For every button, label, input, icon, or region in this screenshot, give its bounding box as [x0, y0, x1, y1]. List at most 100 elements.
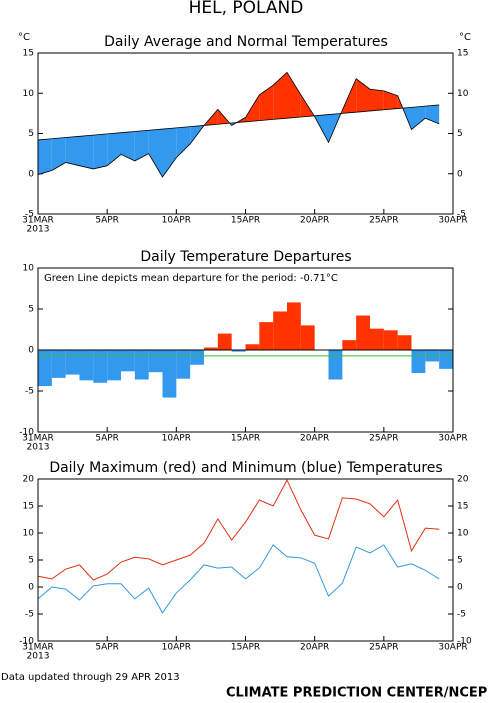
x-tick-label: 20APR — [300, 643, 329, 653]
departure-fill — [356, 78, 370, 113]
bar — [190, 350, 204, 365]
bar — [176, 350, 191, 379]
departure-fill — [425, 104, 440, 124]
y-tick-label: 5 — [28, 556, 34, 566]
bar — [342, 340, 357, 350]
chart-title: Daily Maximum (red) and Minimum (blue) T… — [49, 460, 442, 476]
plot-frame — [37, 478, 454, 642]
departure-fill — [259, 85, 274, 121]
bar — [411, 350, 426, 373]
x-tick-label: 25APR — [369, 216, 398, 226]
y-tick-label-right: 20 — [457, 475, 469, 485]
departure-fill — [287, 72, 301, 119]
x-year-label: 2013 — [27, 652, 50, 662]
bar — [162, 350, 177, 398]
x-tick-label: 15APR — [231, 216, 260, 226]
bar — [65, 350, 80, 375]
x-tick-label: 30APR — [438, 434, 467, 444]
bar — [300, 325, 315, 350]
x-tick-label: 20APR — [300, 434, 329, 444]
y-tick-label: 20 — [23, 475, 35, 485]
x-year-label: 2013 — [27, 225, 50, 235]
y-tick-label-right: 0 — [457, 169, 463, 179]
bar — [107, 350, 121, 381]
bar — [217, 333, 232, 350]
bar — [356, 315, 370, 350]
x-tick-label: 15APR — [231, 643, 260, 653]
chart-title: Daily Average and Normal Temperatures — [104, 34, 388, 50]
x-tick-label: 15APR — [231, 434, 260, 444]
bar — [121, 350, 135, 372]
y-tick-label: -5 — [25, 210, 34, 220]
bar — [134, 350, 149, 380]
x-tick-label: 10APR — [162, 643, 191, 653]
y-tick-label-right: 15 — [457, 502, 468, 512]
departure-fill — [162, 127, 177, 177]
bar — [204, 347, 218, 350]
x-tick-label: 31MAR — [22, 216, 54, 226]
y-tick-label: 10 — [23, 529, 35, 539]
departure-fill — [93, 133, 108, 169]
bar — [231, 350, 246, 352]
page-title: HEL, POLAND — [189, 0, 304, 18]
y-tick-label-right: -10 — [457, 637, 472, 647]
y-tick-label: -10 — [19, 637, 34, 647]
y-tick-label-right: 10 — [457, 529, 469, 539]
bar — [439, 350, 453, 369]
y-tick-label: 10 — [23, 89, 35, 99]
x-tick-label: 25APR — [369, 643, 398, 653]
departure-fill — [176, 126, 191, 158]
bar — [370, 328, 384, 350]
y-tick-label-right: 5 — [457, 556, 463, 566]
y-tick-label: 0 — [28, 169, 34, 179]
x-tick-label: 20APR — [300, 216, 329, 226]
departure-fill — [134, 130, 149, 161]
x-tick-label: 31MAR — [22, 434, 54, 444]
departure-fill — [79, 135, 94, 169]
y-tick-label: -5 — [25, 387, 34, 397]
normal-line — [37, 104, 440, 141]
y-unit: °C — [18, 32, 30, 43]
bar — [328, 350, 343, 380]
chart-title: Daily Temperature Departures — [140, 249, 351, 265]
x-tick-label: 25APR — [369, 434, 398, 444]
temperature-line — [37, 544, 440, 614]
departure-fill — [121, 131, 135, 161]
departure-fill — [65, 136, 80, 166]
y-tick-label: 10 — [23, 264, 35, 274]
credit: CLIMATE PREDICTION CENTER/NCEP — [226, 686, 487, 701]
x-year-label: 2013 — [27, 443, 50, 453]
y-tick-label-right: 5 — [457, 129, 463, 139]
bar — [93, 350, 108, 383]
y-tick-label: 15 — [23, 502, 34, 512]
bar — [259, 322, 274, 350]
y-tick-label: 0 — [28, 346, 34, 356]
x-tick-label: 31MAR — [22, 643, 54, 653]
plot-frame — [37, 52, 454, 215]
departure-fill — [411, 106, 426, 130]
departure-fill — [245, 94, 260, 122]
departure-fill — [370, 89, 384, 111]
average-line — [37, 71, 440, 178]
bar — [38, 350, 52, 387]
bar — [273, 311, 287, 350]
y-tick-label: 5 — [28, 305, 34, 315]
x-tick-label: 10APR — [162, 434, 191, 444]
x-tick-label: 5APR — [95, 643, 119, 653]
bar — [397, 335, 412, 350]
y-tick-label-right: -5 — [457, 610, 466, 620]
bar — [383, 330, 398, 350]
departure-fill — [51, 137, 66, 171]
plot-frame — [37, 267, 454, 433]
y-tick-label-right: -5 — [457, 210, 466, 220]
x-tick-label: 5APR — [95, 434, 119, 444]
bar — [148, 350, 163, 373]
y-unit: °C — [459, 32, 471, 43]
update-note: Data updated through 29 APR 2013 — [1, 672, 180, 683]
y-tick-label: -5 — [25, 610, 34, 620]
annotation: Green Line depicts mean departure for th… — [44, 273, 338, 284]
x-tick-label: 5APR — [95, 216, 119, 226]
departure-fill — [148, 129, 163, 177]
departure-fill — [383, 90, 398, 110]
